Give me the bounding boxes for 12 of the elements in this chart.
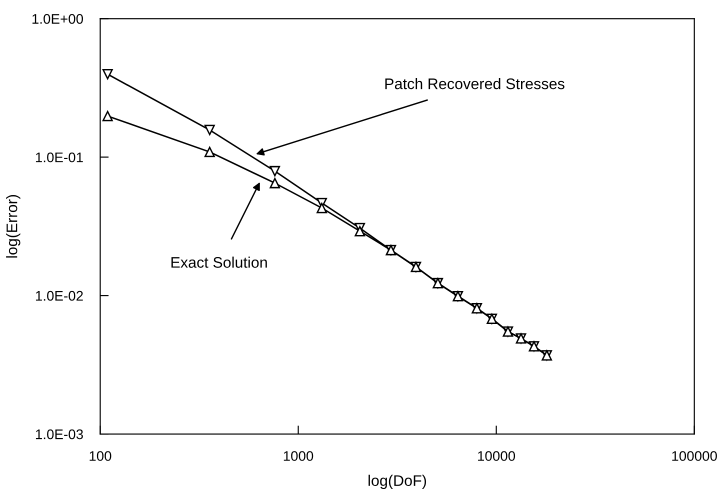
x-tick-label: 100	[90, 451, 112, 461]
annotation: Patch Recovered Stresses	[385, 78, 564, 90]
x-tick-label: 1000	[284, 451, 314, 461]
y-tick-label: 1.0E-03	[36, 429, 83, 440]
y-tick-label: 1.0E+00	[32, 14, 84, 24]
x-tick-label: 10000	[478, 451, 516, 461]
annotation: Exact Solution	[171, 256, 267, 268]
y-tick-label: 1.0E-01	[36, 152, 83, 162]
y-tick-label: 1.0E-02	[36, 290, 83, 301]
y-axis-title: log(Error)	[6, 195, 20, 258]
x-axis-title: log(DoF)	[368, 474, 426, 490]
x-tick-label: 100000	[672, 451, 717, 461]
